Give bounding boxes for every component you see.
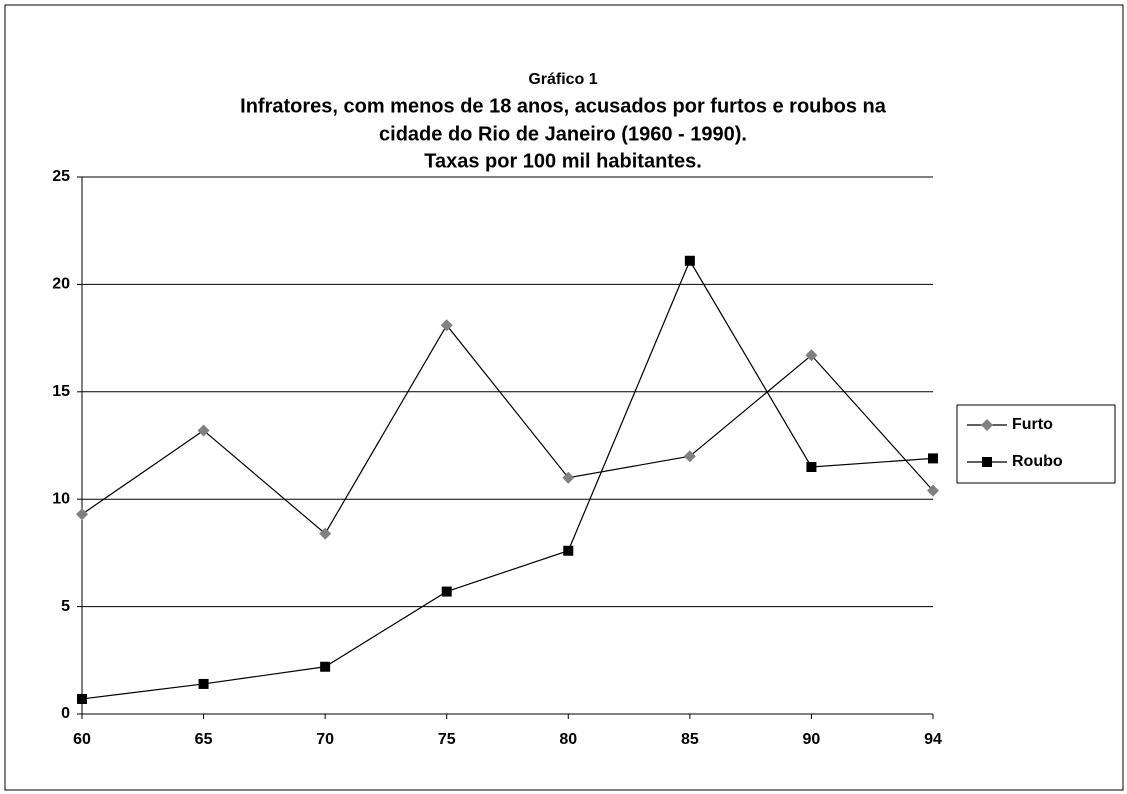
y-tick-label: 5 — [61, 598, 70, 615]
data-point — [320, 661, 331, 672]
data-point — [76, 508, 88, 521]
data-point — [683, 450, 696, 463]
chart-title: Taxas por 100 mil habitantes. — [424, 150, 702, 172]
data-point — [806, 461, 817, 472]
series-line — [81, 324, 934, 535]
x-tick-label: 75 — [438, 731, 456, 748]
x-tick-label: 70 — [316, 731, 334, 748]
legend-label: Roubo — [1012, 453, 1063, 470]
x-tick-label: 80 — [559, 731, 577, 748]
chart-title: cidade do Rio de Janeiro (1960 - 1990). — [379, 123, 747, 145]
legend-marker — [981, 419, 993, 431]
data-point — [563, 545, 574, 556]
y-tick-label: 15 — [52, 383, 70, 400]
data-point — [197, 424, 210, 437]
y-tick-label: 25 — [52, 168, 70, 185]
x-tick-label: 65 — [195, 731, 213, 748]
x-tick-label: 85 — [681, 731, 699, 748]
x-tick-label: 94 — [924, 731, 942, 748]
legend-label: Furto — [1012, 416, 1053, 433]
data-point — [319, 527, 332, 540]
data-point — [441, 586, 452, 597]
y-tick-label: 20 — [52, 276, 70, 293]
data-point — [198, 678, 209, 689]
series-line — [81, 259, 934, 700]
chart-title: Infratores, com menos de 18 anos, acusad… — [240, 95, 887, 117]
data-point — [440, 319, 453, 332]
x-tick-label: 90 — [803, 731, 821, 748]
chart-frame — [4, 4, 1124, 791]
y-tick-label: 10 — [52, 490, 70, 507]
data-point — [562, 471, 575, 484]
x-tick-label: 60 — [73, 731, 91, 748]
data-point — [77, 693, 87, 704]
chart-subtitle: Gráfico 1 — [528, 71, 597, 88]
data-point — [684, 255, 695, 266]
data-point — [927, 484, 939, 497]
data-point — [805, 349, 818, 362]
data-point — [928, 453, 938, 464]
y-tick-label: 0 — [61, 705, 70, 722]
legend-marker — [982, 457, 992, 467]
legend-box — [956, 404, 1116, 484]
